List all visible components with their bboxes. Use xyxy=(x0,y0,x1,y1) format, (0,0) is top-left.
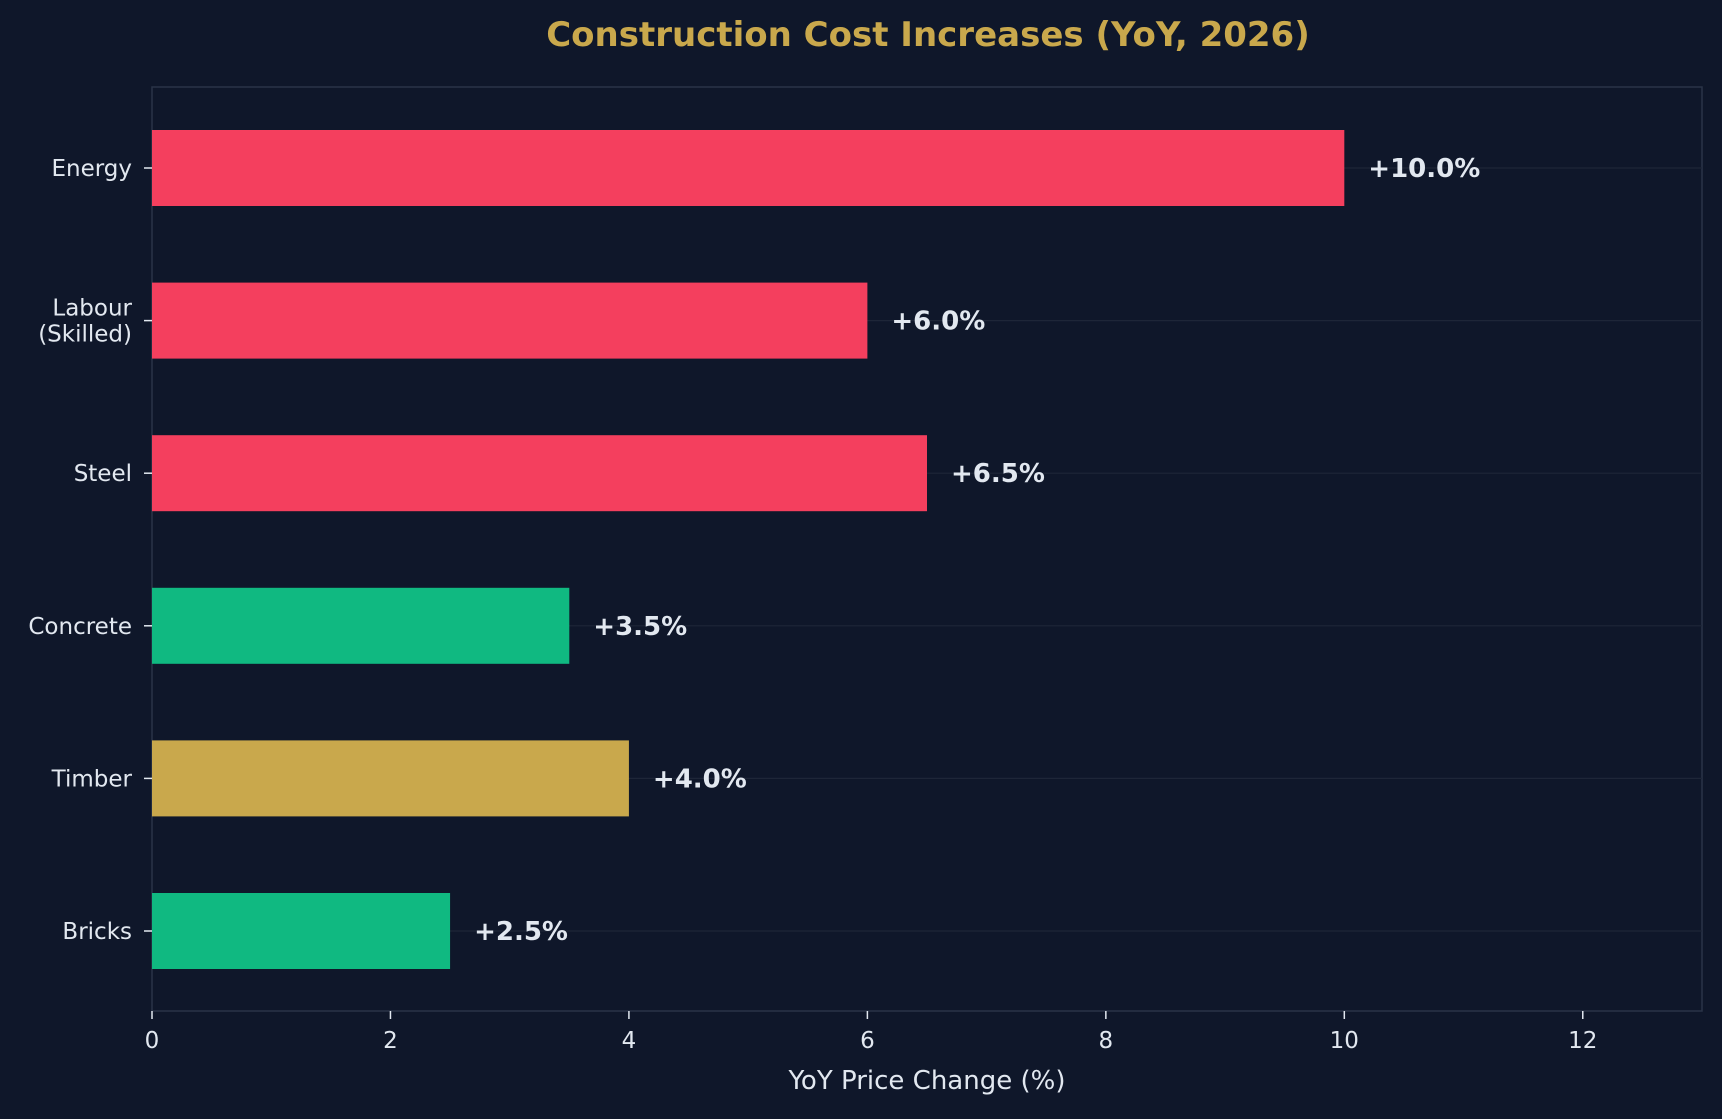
data-labels: +10.0% +6.0% +6.5% +3.5% +4.0% +2.5% xyxy=(474,154,1480,947)
x-tick-label: 8 xyxy=(1099,1028,1114,1054)
data-label: +10.0% xyxy=(1368,154,1480,184)
x-axis-label: YoY Price Change (%) xyxy=(788,1066,1066,1096)
x-axis: 0 2 4 6 8 10 12 xyxy=(145,1011,1597,1054)
y-tick-label: Steel xyxy=(74,461,132,487)
bar-labour xyxy=(152,282,868,359)
data-label: +4.0% xyxy=(653,764,747,794)
data-label: +6.5% xyxy=(951,459,1045,489)
data-label: +2.5% xyxy=(474,917,568,947)
y-tick-label: Labour (Skilled) xyxy=(38,296,132,348)
y-tick-label: Concrete xyxy=(28,614,132,640)
y-axis: Energy Labour (Skilled) Steel Concrete Timber… xyxy=(28,156,152,945)
data-label: +6.0% xyxy=(891,307,985,337)
bar-timber xyxy=(152,740,629,817)
bar-energy xyxy=(152,130,1345,206)
chart-title: Construction Cost Increases (YoY, 2026) xyxy=(546,15,1310,55)
y-tick-label: Bricks xyxy=(62,919,132,945)
x-tick-label: 6 xyxy=(860,1028,875,1054)
data-label: +3.5% xyxy=(593,612,687,642)
x-tick-label: 0 xyxy=(145,1028,160,1054)
x-tick-label: 2 xyxy=(383,1028,398,1054)
bar-bricks xyxy=(152,893,451,969)
x-tick-label: 10 xyxy=(1330,1028,1359,1054)
bar-steel xyxy=(152,435,927,512)
y-tick-label: Energy xyxy=(51,156,132,182)
x-tick-label: 12 xyxy=(1568,1028,1597,1054)
x-tick-label: 4 xyxy=(622,1028,637,1054)
bars xyxy=(152,130,1345,969)
bar-concrete xyxy=(152,587,570,664)
y-tick-label: Timber xyxy=(51,766,133,792)
plot-area xyxy=(151,86,1703,1012)
